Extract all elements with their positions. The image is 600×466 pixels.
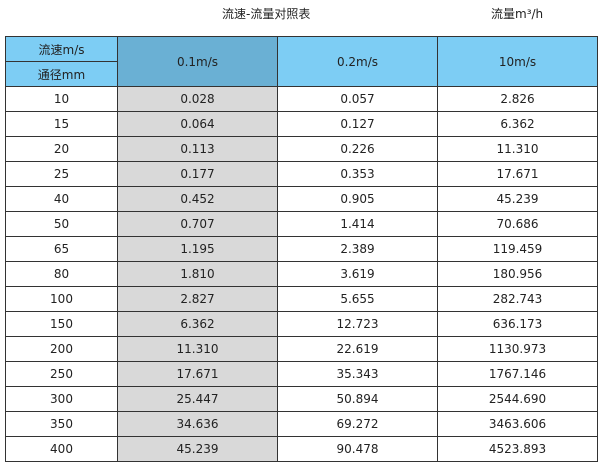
flow-0-1-cell: 0.113 bbox=[117, 136, 278, 162]
diameter-cell: 200 bbox=[5, 336, 118, 362]
flow-0-1-cell: 17.671 bbox=[117, 361, 278, 387]
flow-10-cell: 282.743 bbox=[437, 286, 598, 312]
diameter-cell: 40 bbox=[5, 186, 118, 212]
diameter-cell: 80 bbox=[5, 261, 118, 287]
flow-0-1-cell: 25.447 bbox=[117, 386, 278, 412]
unit-label: 流量m³/h bbox=[491, 7, 544, 21]
flow-0-2-cell: 0.226 bbox=[277, 136, 438, 162]
flow-0-1-cell: 11.310 bbox=[117, 336, 278, 362]
diameter-cell: 15 bbox=[5, 111, 118, 137]
flow-10-cell: 45.239 bbox=[437, 186, 598, 212]
header-row: 流速m/s 0.1m/s 0.2m/s 10m/s bbox=[5, 36, 598, 87]
flow-0-2-cell: 0.127 bbox=[277, 111, 438, 137]
flow-0-1-cell: 2.827 bbox=[117, 286, 278, 312]
diameter-header: 通径mm bbox=[5, 61, 118, 87]
diameter-cell: 10 bbox=[5, 86, 118, 112]
flow-0-1-cell: 45.239 bbox=[117, 436, 278, 462]
diameter-cell: 300 bbox=[5, 386, 118, 412]
header-row: 通径mm bbox=[5, 61, 598, 87]
diameter-cell: 350 bbox=[5, 411, 118, 437]
diameter-cell: 400 bbox=[5, 436, 118, 462]
flow-0-1-cell: 1.195 bbox=[117, 236, 278, 262]
flow-0-1-cell: 0.177 bbox=[117, 161, 278, 187]
table-row: 100 2.827 5.655 282.743 bbox=[5, 286, 598, 312]
diameter-cell: 50 bbox=[5, 211, 118, 237]
flow-10-cell: 636.173 bbox=[437, 311, 598, 337]
flow-0-2-cell: 90.478 bbox=[277, 436, 438, 462]
flow-0-1-cell: 0.707 bbox=[117, 211, 278, 237]
flow-0-1-cell: 1.810 bbox=[117, 261, 278, 287]
flow-10-cell: 180.956 bbox=[437, 261, 598, 287]
flow-0-1-cell: 34.636 bbox=[117, 411, 278, 437]
flow-10-cell: 11.310 bbox=[437, 136, 598, 162]
flow-10-cell: 2.826 bbox=[437, 86, 598, 112]
flow-10-cell: 119.459 bbox=[437, 236, 598, 262]
table-row: 150 6.362 12.723 636.173 bbox=[5, 311, 598, 337]
velocity-header: 流速m/s bbox=[5, 36, 118, 62]
flow-0-2-cell: 22.619 bbox=[277, 336, 438, 362]
table-row: 80 1.810 3.619 180.956 bbox=[5, 261, 598, 287]
flow-0-1-cell: 0.452 bbox=[117, 186, 278, 212]
flow-10-cell: 1130.973 bbox=[437, 336, 598, 362]
diameter-cell: 250 bbox=[5, 361, 118, 387]
table-row: 15 0.064 0.127 6.362 bbox=[5, 111, 598, 137]
flow-0-2-cell: 35.343 bbox=[277, 361, 438, 387]
table-row: 250 17.671 35.343 1767.146 bbox=[5, 361, 598, 387]
flow-0-2-cell: 50.894 bbox=[277, 386, 438, 412]
column-header: 0.1m/s bbox=[117, 36, 278, 87]
flow-0-2-cell: 5.655 bbox=[277, 286, 438, 312]
flow-0-2-cell: 0.353 bbox=[277, 161, 438, 187]
flow-0-2-cell: 12.723 bbox=[277, 311, 438, 337]
table-row: 10 0.028 0.057 2.826 bbox=[5, 86, 598, 112]
table-row: 50 0.707 1.414 70.686 bbox=[5, 211, 598, 237]
table-row: 40 0.452 0.905 45.239 bbox=[5, 186, 598, 212]
flow-0-2-cell: 69.272 bbox=[277, 411, 438, 437]
flow-rate-table: 流速m/s 0.1m/s 0.2m/s 10m/s 通径mm 10 0.028 0.… bbox=[5, 36, 598, 462]
flow-0-2-cell: 1.414 bbox=[277, 211, 438, 237]
flow-10-cell: 6.362 bbox=[437, 111, 598, 137]
flow-10-cell: 3463.606 bbox=[437, 411, 598, 437]
flow-10-cell: 4523.893 bbox=[437, 436, 598, 462]
diameter-cell: 20 bbox=[5, 136, 118, 162]
table-title: 流速-流量对照表 bbox=[222, 7, 311, 21]
flow-0-2-cell: 3.619 bbox=[277, 261, 438, 287]
table-row: 400 45.239 90.478 4523.893 bbox=[5, 436, 598, 462]
table-row: 300 25.447 50.894 2544.690 bbox=[5, 386, 598, 412]
table-row: 350 34.636 69.272 3463.606 bbox=[5, 411, 598, 437]
column-header: 10m/s bbox=[437, 36, 598, 87]
table-row: 25 0.177 0.353 17.671 bbox=[5, 161, 598, 187]
flow-0-1-cell: 6.362 bbox=[117, 311, 278, 337]
flow-0-2-cell: 0.057 bbox=[277, 86, 438, 112]
diameter-cell: 150 bbox=[5, 311, 118, 337]
column-header: 0.2m/s bbox=[277, 36, 438, 87]
diameter-cell: 100 bbox=[5, 286, 118, 312]
flow-10-cell: 1767.146 bbox=[437, 361, 598, 387]
flow-10-cell: 17.671 bbox=[437, 161, 598, 187]
table-row: 65 1.195 2.389 119.459 bbox=[5, 236, 598, 262]
flow-0-2-cell: 2.389 bbox=[277, 236, 438, 262]
flow-0-1-cell: 0.028 bbox=[117, 86, 278, 112]
diameter-cell: 25 bbox=[5, 161, 118, 187]
table-row: 200 11.310 22.619 1130.973 bbox=[5, 336, 598, 362]
diameter-cell: 65 bbox=[5, 236, 118, 262]
flow-10-cell: 70.686 bbox=[437, 211, 598, 237]
flow-10-cell: 2544.690 bbox=[437, 386, 598, 412]
flow-0-1-cell: 0.064 bbox=[117, 111, 278, 137]
flow-0-2-cell: 0.905 bbox=[277, 186, 438, 212]
table-row: 20 0.113 0.226 11.310 bbox=[5, 136, 598, 162]
